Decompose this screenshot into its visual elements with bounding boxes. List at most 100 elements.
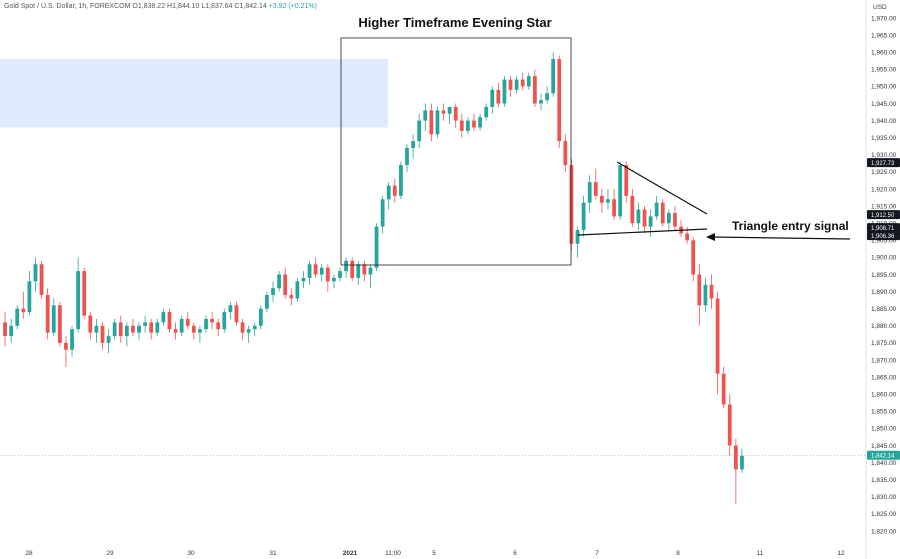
candle-body <box>64 342 68 350</box>
candle-body <box>721 373 726 405</box>
price-tick-label: 1,905.00 <box>871 238 897 245</box>
price-tick-label: 1,840.00 <box>871 460 897 467</box>
candle-body <box>733 445 738 470</box>
time-axis[interactable]: 28 29 30 31 2021 11:00 5 6 7 8 11 12 <box>25 550 845 557</box>
candle-body <box>660 202 665 224</box>
candle-body <box>246 329 251 333</box>
candle-body <box>155 322 160 333</box>
candle-body <box>265 295 269 309</box>
price-tags: 1,927.73 1,912.50 1,908.71 1,906.36 1,842.14 <box>867 158 900 460</box>
candle-body <box>551 59 556 94</box>
price-tick-label: 1,970.00 <box>871 15 897 22</box>
candle-body <box>673 212 677 227</box>
candle-body <box>618 165 623 217</box>
symbol-title: Gold Spot / U.S. Dollar, 1h, FOREXCOM <box>4 3 131 10</box>
candle-body <box>697 274 702 306</box>
candle-body <box>520 79 525 87</box>
candle-body <box>685 233 690 241</box>
candle-body <box>167 312 172 330</box>
price-tag-label: 1,927.73 <box>871 161 895 167</box>
price-tick-label: 1,890.00 <box>871 289 897 296</box>
candle-body <box>88 315 93 333</box>
price-axis[interactable]: 1,970.00 1,965.00 1,960.00 1,955.00 1,950.00… <box>871 15 897 535</box>
price-tag-box <box>867 231 900 241</box>
price-tag-box <box>867 158 900 168</box>
candle-body <box>703 284 708 306</box>
candle-body <box>642 209 647 227</box>
time-tick-label: 7 <box>595 550 599 557</box>
candle-body <box>429 110 434 135</box>
price-tick-label: 1,870.00 <box>871 357 897 364</box>
candle-body <box>466 120 470 131</box>
price-tag-box <box>867 450 900 460</box>
candle-body <box>441 110 446 114</box>
price-tick-label: 1,925.00 <box>871 169 897 176</box>
candle-body <box>332 277 336 282</box>
candle-body <box>386 185 391 200</box>
candle-body <box>691 240 696 275</box>
time-tick-label: 6 <box>513 550 517 557</box>
price-tag-box <box>867 223 900 233</box>
candles-group <box>3 52 744 504</box>
candle-body <box>45 295 50 333</box>
candle-body <box>173 329 178 333</box>
candle-body <box>228 305 233 313</box>
candle-body <box>417 120 422 142</box>
candle-body <box>57 305 62 343</box>
candle-body <box>33 264 38 282</box>
candle-body <box>740 455 744 470</box>
candle-body <box>252 325 257 330</box>
price-tick-label: 1,900.00 <box>871 255 897 262</box>
price-tick-label: 1,930.00 <box>871 152 897 159</box>
candle-body <box>131 325 135 333</box>
resistance-zone <box>0 59 388 128</box>
price-tick-label: 1,895.00 <box>871 272 897 279</box>
candle-body <box>240 322 245 333</box>
candle-body <box>106 336 111 343</box>
candle-body <box>606 199 610 203</box>
candle-body <box>210 318 214 323</box>
candle-body <box>82 271 87 316</box>
evening-star-label: Higher Timeframe Evening Star <box>358 15 551 30</box>
time-tick-label: 11:00 <box>385 550 401 557</box>
price-tag-label: 1,908.71 <box>871 226 895 232</box>
candle-body <box>368 267 373 275</box>
candle-body <box>112 322 117 337</box>
candle-body <box>563 141 568 166</box>
candle-body <box>198 329 202 333</box>
price-tag-box <box>867 210 900 220</box>
candle-body <box>533 76 537 104</box>
candle-body <box>216 322 221 330</box>
price-tick-label: 1,850.00 <box>871 426 897 433</box>
candle-body <box>21 308 26 313</box>
candle-body <box>575 230 580 244</box>
candle-body <box>709 284 714 299</box>
candle-body <box>411 141 415 148</box>
price-tick-label: 1,855.00 <box>871 409 897 416</box>
candle-body <box>9 325 14 337</box>
candle-body <box>27 281 32 313</box>
symbol-legend: Gold Spot / U.S. Dollar, 1h, FOREXCOM O1… <box>4 3 317 10</box>
time-tick-label: 31 <box>269 550 277 557</box>
candle-body <box>636 209 641 224</box>
candle-body <box>624 165 629 196</box>
entry-arrow-head <box>706 233 715 241</box>
price-tick-label: 1,880.00 <box>871 323 897 330</box>
price-tag-label: 1,842.14 <box>871 453 895 459</box>
ohlc-close: C1,842.14 <box>234 3 267 10</box>
price-tag-label: 1,912.50 <box>871 213 895 219</box>
price-tick-label: 1,935.00 <box>871 135 897 142</box>
triangle-upper-line <box>616 161 708 215</box>
candle-body <box>295 281 300 299</box>
ohlc-low: L1,837.64 <box>201 3 233 10</box>
candle-body <box>94 325 99 333</box>
candle-body <box>648 216 653 227</box>
candle-body <box>191 325 196 333</box>
candle-body <box>459 120 464 131</box>
candle-body <box>453 106 458 121</box>
candle-body <box>271 288 275 296</box>
candle-body <box>283 274 288 296</box>
candle-body <box>380 199 385 227</box>
candle-body <box>612 199 616 217</box>
